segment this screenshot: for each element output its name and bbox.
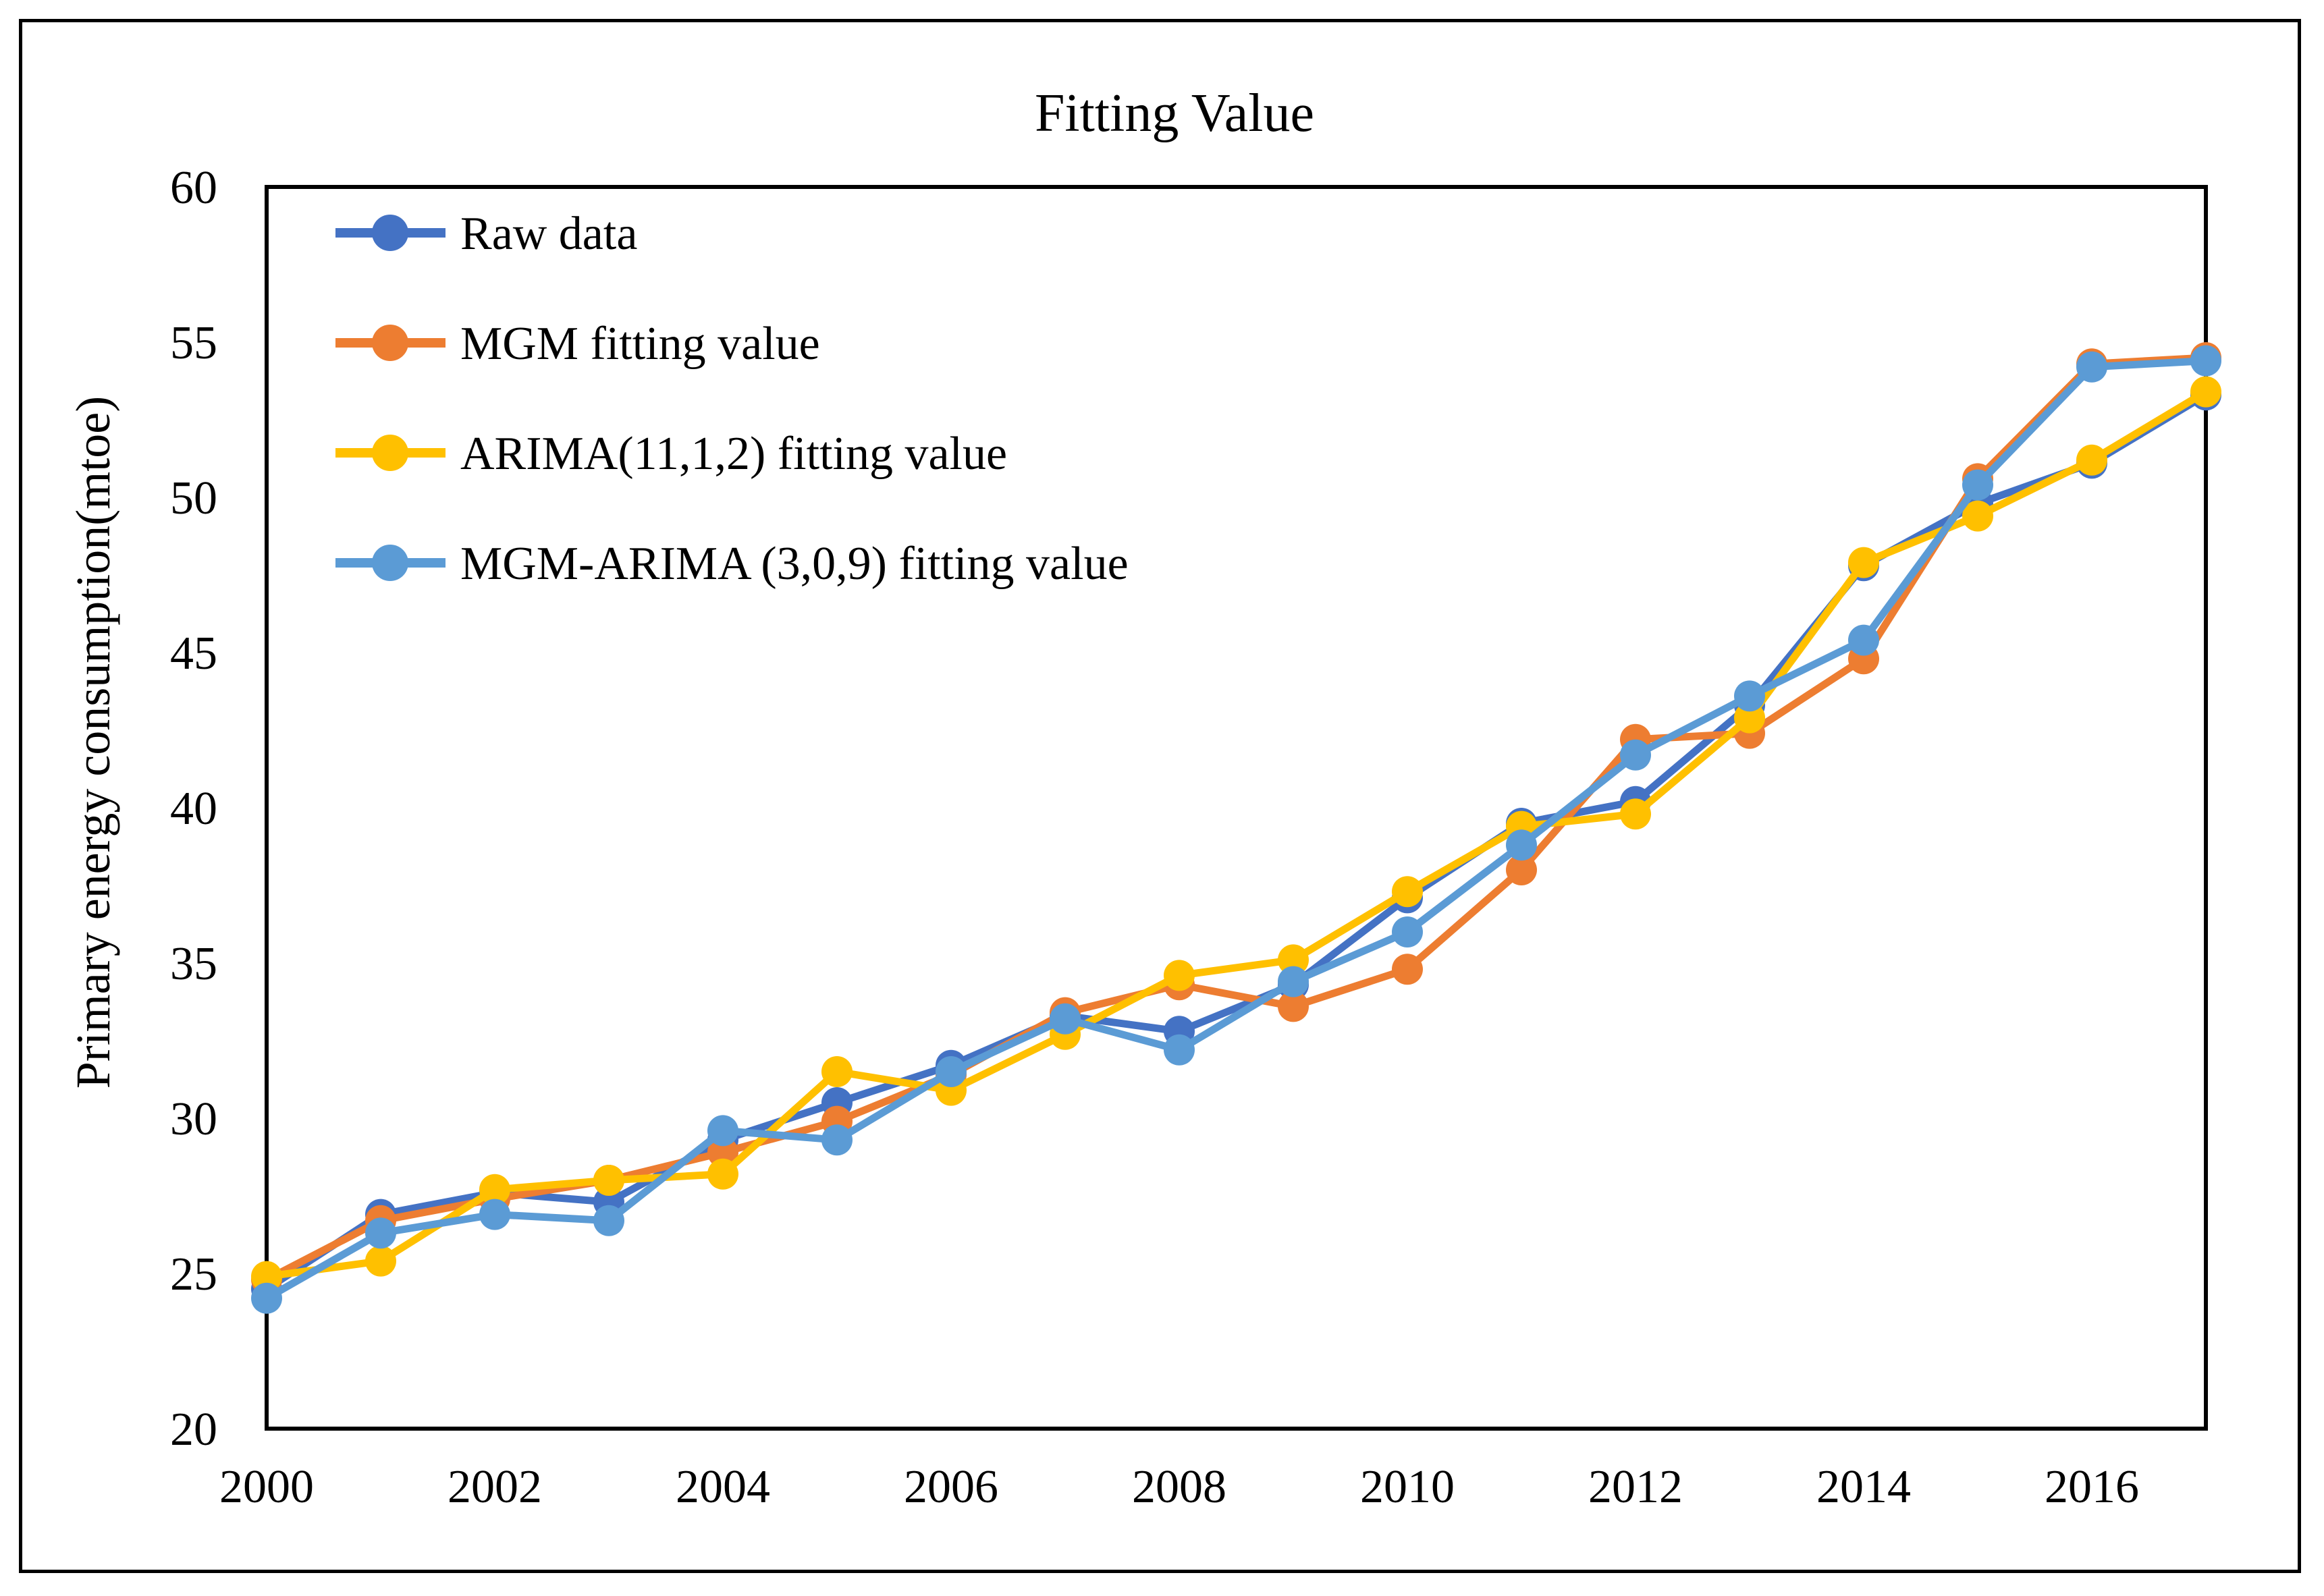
- legend-label-mgm-arima-3-0-9-fitting-value: MGM-ARIMA (3,0,9) fitting value: [460, 538, 1129, 590]
- series-mgm-arima-3-0-9-fitting-value: [251, 345, 2221, 1314]
- chart-title: Fitting Value: [1035, 84, 1314, 143]
- data-point-mgm-arima-3-0-9-fitting-value: [251, 1282, 282, 1314]
- data-point-mgm-arima-3-0-9-fitting-value: [1848, 624, 1879, 656]
- data-point-mgm-arima-3-0-9-fitting-value: [1962, 469, 1993, 501]
- series-mgm-fitting-value: [251, 342, 2221, 1296]
- data-point-arima-11-1-2-fitting-value: [479, 1174, 510, 1205]
- series-arima-11-1-2-fitting-value: [251, 376, 2221, 1292]
- data-point-arima-11-1-2-fitting-value: [1278, 944, 1309, 976]
- data-point-arima-11-1-2-fitting-value: [1392, 876, 1423, 908]
- x-tick-label: 2000: [219, 1461, 314, 1513]
- series-line-mgm-arima-3-0-9-fitting-value: [263, 357, 2210, 1302]
- y-axis-label: Primary energy consumption(mtoe): [66, 396, 120, 1089]
- data-point-mgm-fitting-value: [707, 1136, 738, 1168]
- data-point-mgm-arima-3-0-9-fitting-value: [1050, 1003, 1081, 1035]
- data-point-arima-11-1-2-fitting-value: [593, 1165, 624, 1196]
- plot-area: 20 25 30 35 40 45 50 55 60 2000 2002 2004 2006 2008 20…: [170, 162, 2221, 1513]
- legend-swatch-marker-mgm-fitting-value: [372, 325, 408, 361]
- x-tick-label: 2006: [904, 1461, 998, 1513]
- data-point-mgm-fitting-value: [1506, 854, 1537, 885]
- y-tick-label: 55: [170, 317, 217, 369]
- data-point-arima-11-1-2-fitting-value: [1734, 702, 1765, 734]
- data-point-mgm-arima-3-0-9-fitting-value: [1164, 1034, 1195, 1066]
- legend-label-mgm-fitting-value: MGM fitting value: [460, 318, 820, 370]
- data-point-mgm-arima-3-0-9-fitting-value: [1506, 829, 1537, 861]
- x-tick-label: 2010: [1360, 1461, 1455, 1513]
- data-point-mgm-arima-3-0-9-fitting-value: [479, 1199, 510, 1230]
- data-point-mgm-arima-3-0-9-fitting-value: [936, 1056, 967, 1087]
- data-point-mgm-arima-3-0-9-fitting-value: [365, 1217, 396, 1249]
- data-point-mgm-arima-3-0-9-fitting-value: [1734, 680, 1765, 712]
- data-point-arima-11-1-2-fitting-value: [1620, 798, 1651, 830]
- data-point-arima-11-1-2-fitting-value: [251, 1261, 282, 1292]
- data-point-mgm-arima-3-0-9-fitting-value: [593, 1205, 624, 1236]
- legend-item-arima-11-1-2-fitting-value: ARIMA(11,1,2) fitting value: [335, 428, 1007, 480]
- plot-frame: [265, 185, 2208, 1431]
- y-tick-label: 50: [170, 472, 217, 524]
- legend: Raw data MGM fitting value ARIMA(11,1,2) f…: [335, 208, 1129, 590]
- data-point-mgm-arima-3-0-9-fitting-value: [2076, 351, 2107, 383]
- data-point-arima-11-1-2-fitting-value: [365, 1245, 396, 1277]
- y-tick-label: 45: [170, 628, 217, 680]
- legend-label-arima-11-1-2-fitting-value: ARIMA(11,1,2) fitting value: [460, 428, 1007, 480]
- y-tick-label: 40: [170, 783, 217, 835]
- data-point-arima-11-1-2-fitting-value: [1848, 547, 1879, 578]
- legend-swatch-marker-mgm-arima-3-0-9-fitting-value: [372, 545, 408, 581]
- data-point-mgm-arima-3-0-9-fitting-value: [1278, 966, 1309, 997]
- legend-swatch-marker-arima-11-1-2-fitting-value: [372, 435, 408, 471]
- data-point-arima-11-1-2-fitting-value: [821, 1056, 853, 1087]
- data-point-mgm-arima-3-0-9-fitting-value: [707, 1115, 738, 1147]
- figure-border: [19, 19, 2301, 1573]
- data-point-mgm-fitting-value: [1278, 991, 1309, 1022]
- data-point-mgm-arima-3-0-9-fitting-value: [1620, 739, 1651, 771]
- x-tick-label: 2004: [676, 1461, 770, 1513]
- legend-item-raw-data: Raw data: [335, 208, 637, 260]
- x-tick-label: 2014: [1816, 1461, 1911, 1513]
- x-tick-label: 2002: [448, 1461, 542, 1513]
- legend-label-raw-data: Raw data: [460, 208, 637, 260]
- y-tick-label: 35: [170, 938, 217, 990]
- series-line-arima-11-1-2-fitting-value: [263, 388, 2210, 1281]
- x-tick-label: 2008: [1132, 1461, 1226, 1513]
- data-point-mgm-arima-3-0-9-fitting-value: [1392, 916, 1423, 947]
- y-tick-label: 20: [170, 1404, 217, 1456]
- data-point-arima-11-1-2-fitting-value: [707, 1158, 738, 1190]
- data-point-arima-11-1-2-fitting-value: [1962, 500, 1993, 532]
- data-point-arima-11-1-2-fitting-value: [2076, 444, 2107, 476]
- legend-swatch-marker-raw-data: [372, 215, 408, 251]
- x-tick-label: 2012: [1588, 1461, 1683, 1513]
- legend-item-mgm-arima-3-0-9-fitting-value: MGM-ARIMA (3,0,9) fitting value: [335, 538, 1129, 590]
- y-tick-label: 30: [170, 1093, 217, 1145]
- series-line-mgm-fitting-value: [263, 354, 2210, 1284]
- data-point-arima-11-1-2-fitting-value: [1164, 960, 1195, 991]
- data-point-mgm-fitting-value: [1392, 954, 1423, 985]
- x-tick-label: 2016: [2045, 1461, 2139, 1513]
- series-raw-data: [251, 379, 2221, 1304]
- data-point-mgm-arima-3-0-9-fitting-value: [821, 1124, 853, 1156]
- data-point-arima-11-1-2-fitting-value: [2190, 376, 2221, 408]
- y-tick-label: 25: [170, 1248, 217, 1300]
- data-point-mgm-arima-3-0-9-fitting-value: [2190, 345, 2221, 377]
- series-line-raw-data: [263, 391, 2210, 1293]
- y-tick-label: 60: [170, 162, 217, 214]
- legend-item-mgm-fitting-value: MGM fitting value: [335, 318, 820, 370]
